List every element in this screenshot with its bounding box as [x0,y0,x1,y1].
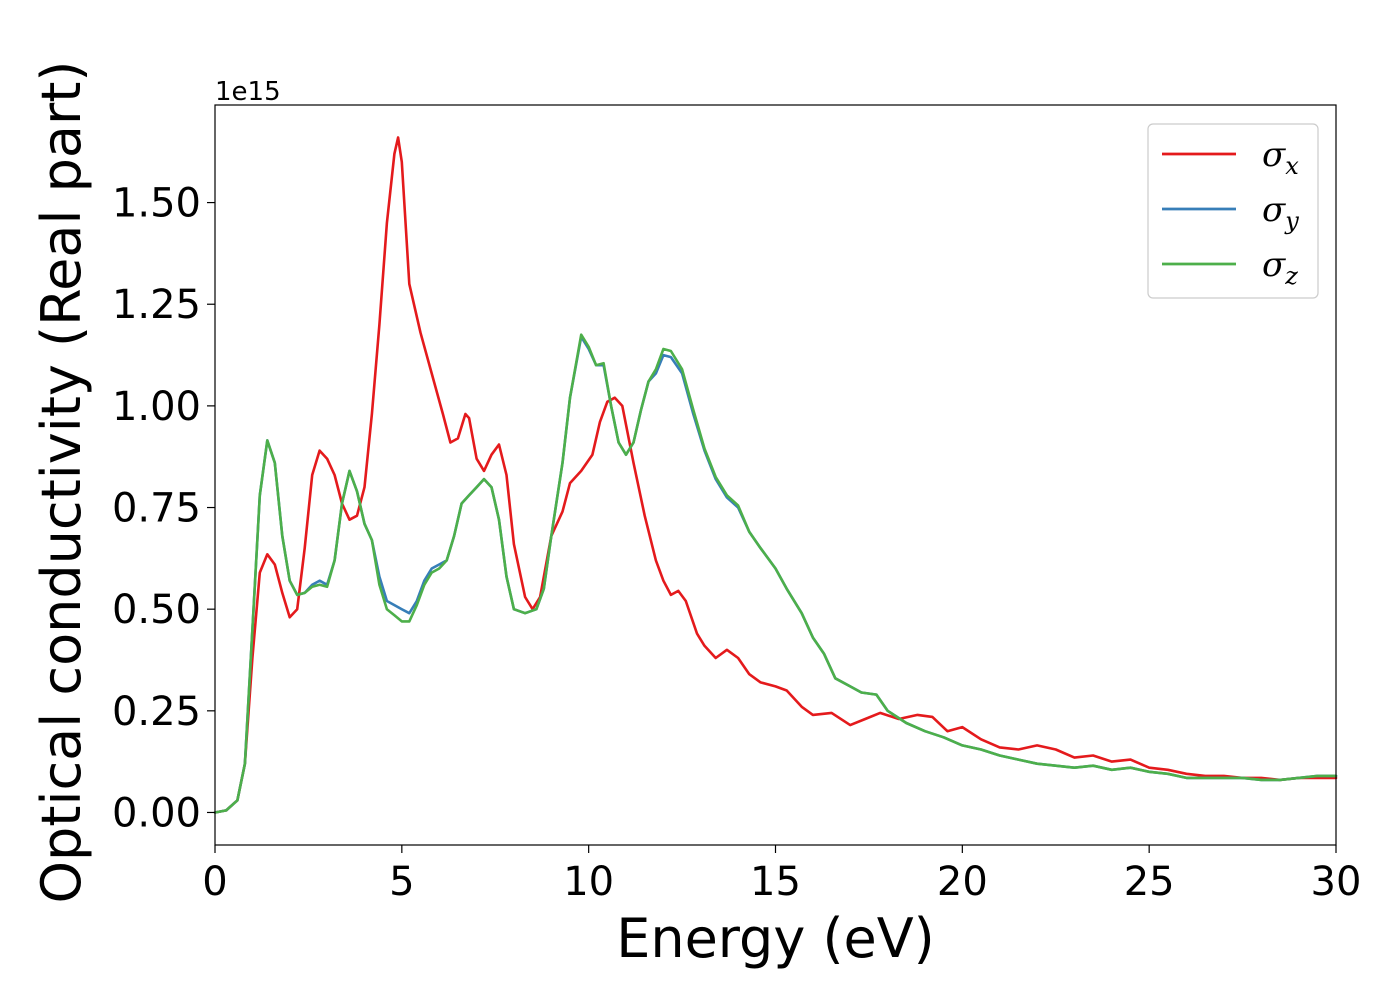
x-tick-label: 0 [202,859,227,905]
legend-box [1147,123,1319,299]
y-tick-label: 0.75 [112,486,201,532]
axes-layer: 0 5 10 15 20 25 30 0.00 0.25 0.50 0.75 1.00 1.25 1.50 [112,104,1362,905]
series-line-sigma-y [213,335,1338,814]
legend: σx σy σz [1147,123,1319,299]
y-tick-label: 0.50 [112,587,201,633]
y-tick-label: 0.00 [112,790,201,836]
x-tick-label: 30 [1311,859,1362,905]
x-tick-label: 10 [563,859,614,905]
x-axis-title: Energy (eV) [616,907,935,970]
y-axis-title: Optical conductivity (Real part) [30,61,93,904]
x-tick-label: 5 [389,859,414,905]
x-tick-label: 15 [750,859,801,905]
series-line-sigma-z [213,333,1338,814]
legend-label-sigma-z: σz [1262,245,1298,290]
y-tick-label: 0.25 [112,689,201,735]
legend-label-sigma-x: σx [1262,135,1299,180]
series-layer [213,136,1338,814]
x-tick-label: 25 [1124,859,1175,905]
y-tick-label: 1.50 [112,181,201,227]
y-offset-label: 1e15 [215,77,281,107]
legend-label-sigma-y: σy [1262,190,1299,235]
x-tick-label: 20 [937,859,988,905]
y-tick-label: 1.00 [112,384,201,430]
series-line-sigma-x [213,136,1338,814]
y-tick-label: 1.25 [112,282,201,328]
